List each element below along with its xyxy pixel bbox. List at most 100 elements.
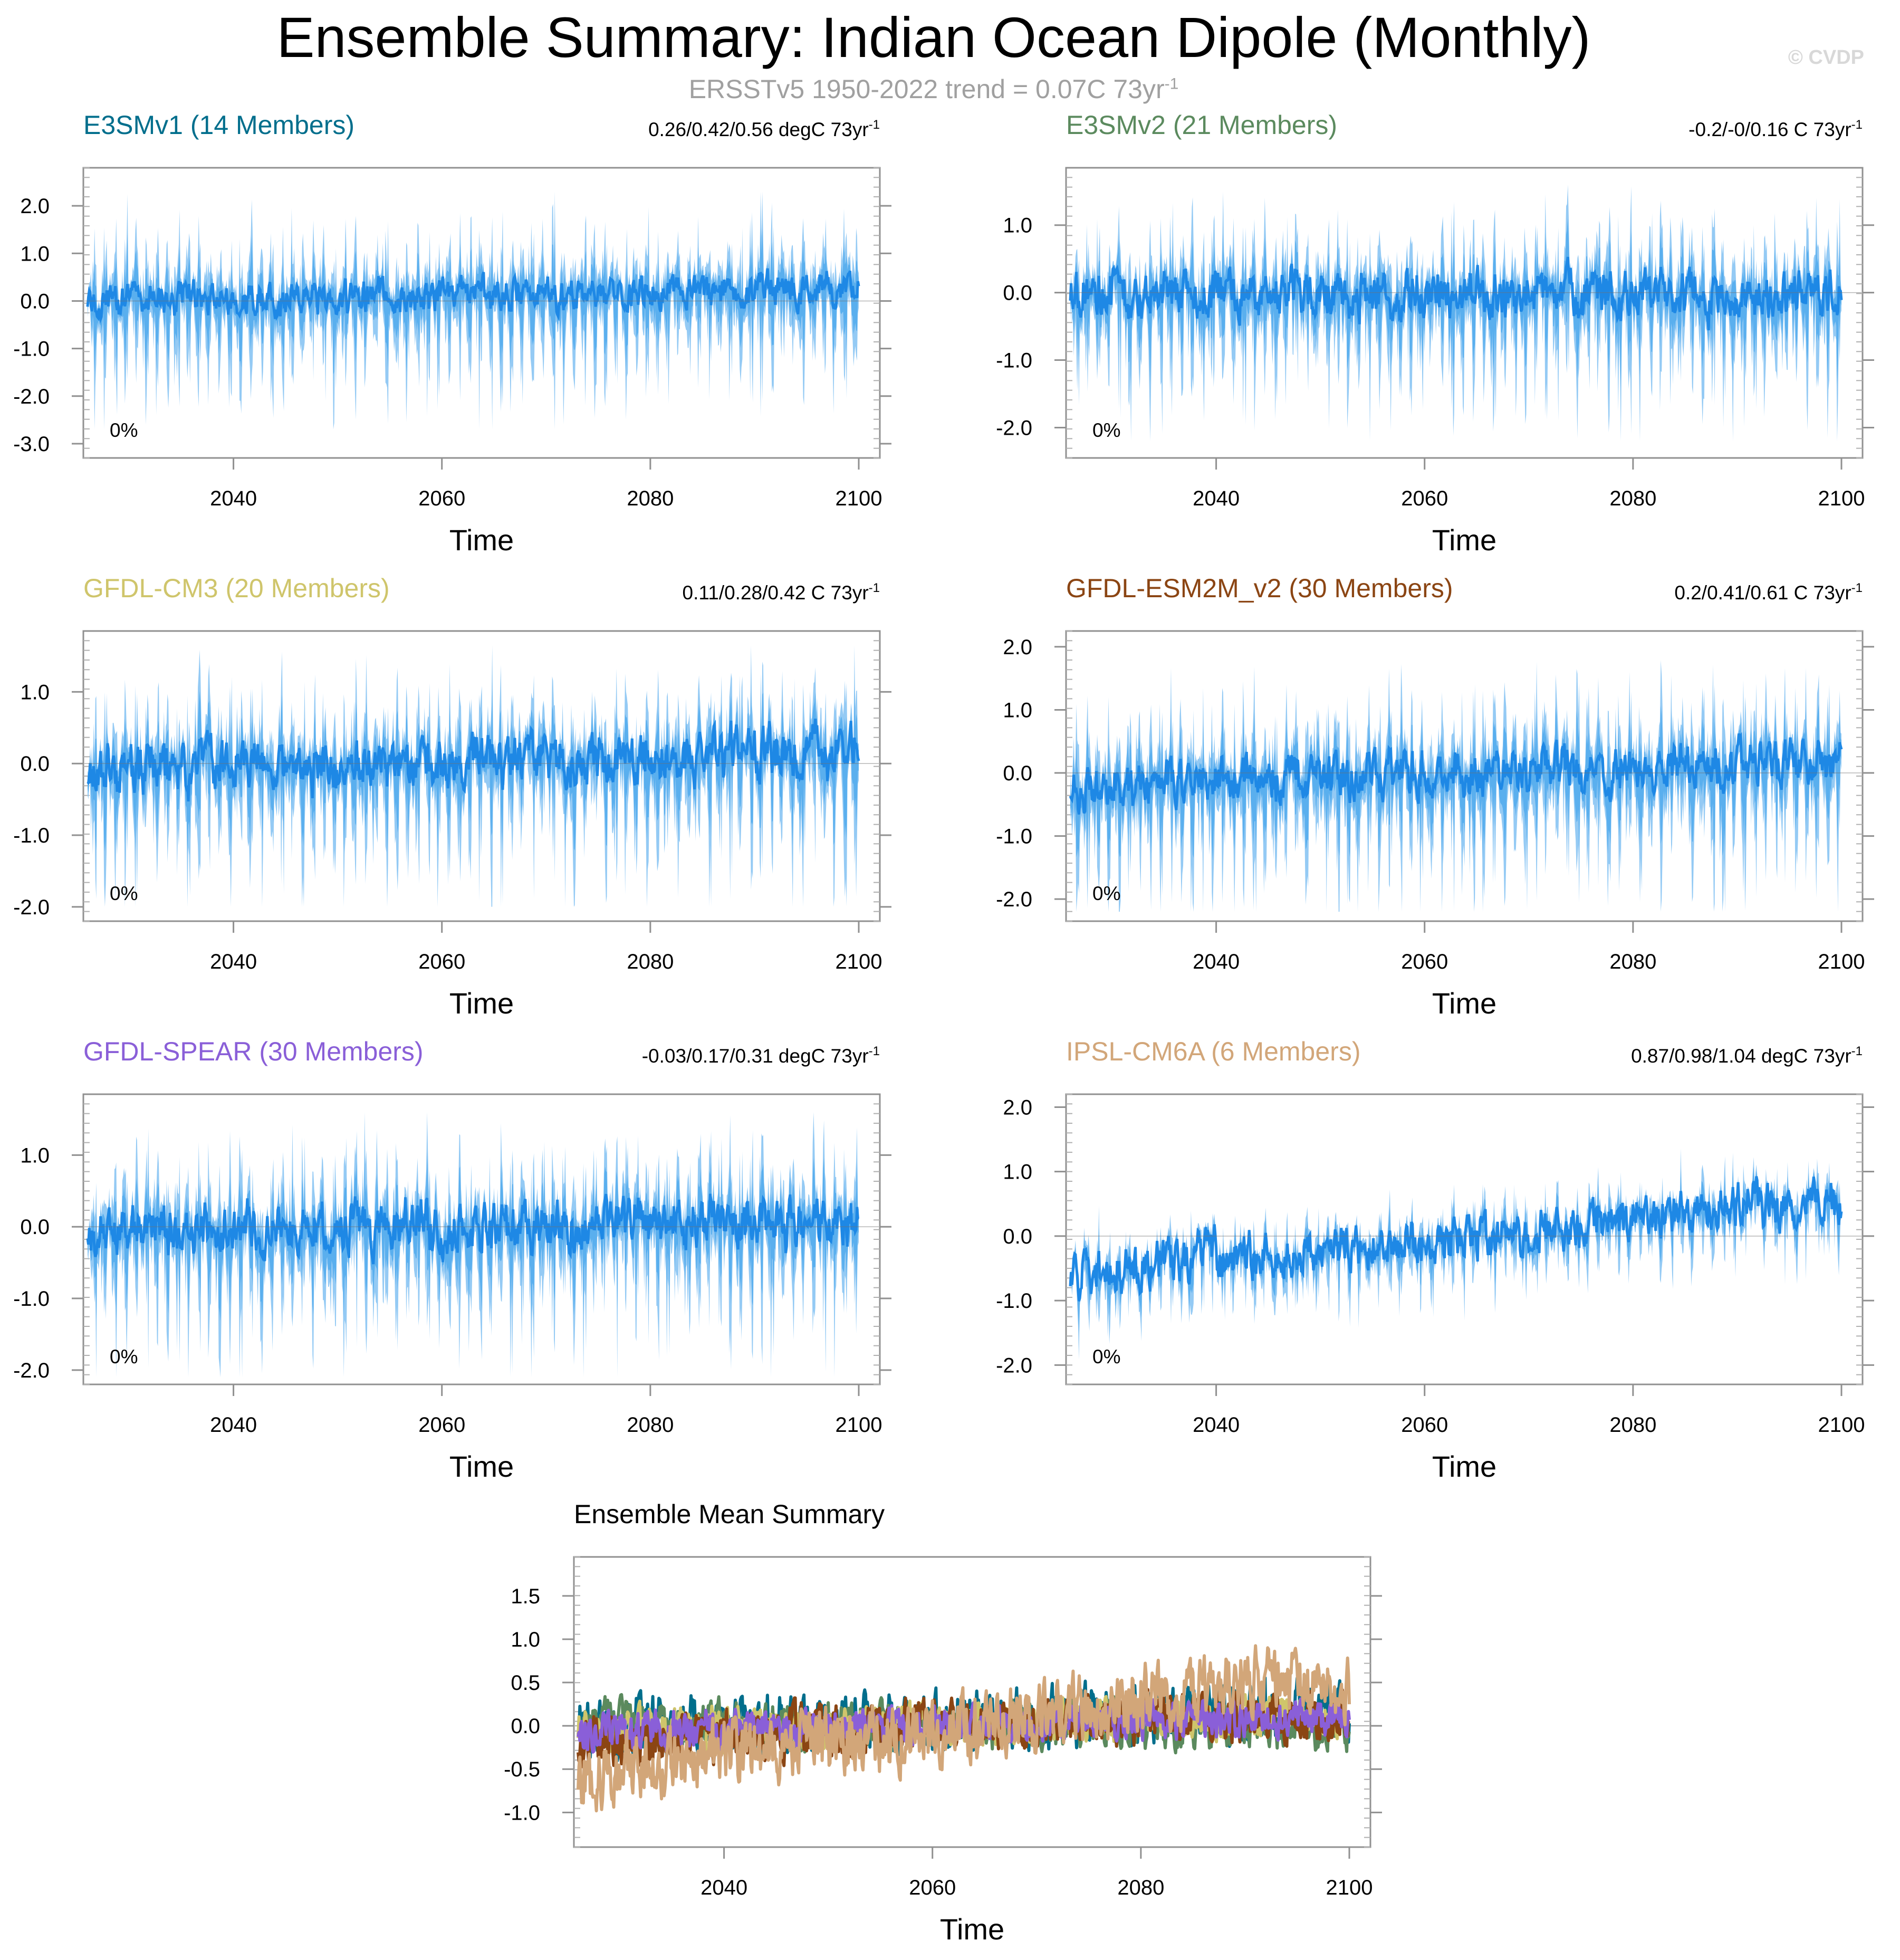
x-tick-label: 2080 — [627, 950, 674, 973]
y-tick-label: 1.0 — [1003, 214, 1032, 237]
figure-title: Ensemble Summary: Indian Ocean Dipole (M… — [276, 5, 1591, 69]
ensemble-mean-line — [86, 268, 860, 324]
ensemble-inner-band — [88, 686, 859, 854]
chart-panel-7: 1.5 1.0 0.5 0.0 -0.5 -1.0 2040 2060 2080 2100 Time… — [504, 1499, 1382, 1946]
cvdp-watermark: © CVDP — [1788, 46, 1864, 69]
y-tick-label: 0.5 — [511, 1671, 540, 1695]
trend-label-text: 0.11/0.28/0.42 C 73yr — [683, 582, 869, 604]
x-tick-label: 2060 — [418, 1413, 465, 1437]
x-tick-label: 2080 — [1609, 1413, 1656, 1437]
ensemble-mean-line — [1069, 1176, 1843, 1302]
x-axis-label: Time — [1432, 523, 1496, 557]
y-tick-label: -2.0 — [996, 888, 1032, 911]
trend-label-text: 0.26/0.42/0.56 degC 73yr — [648, 119, 869, 140]
subtitle-superscript: -1 — [1164, 75, 1179, 93]
y-tick-label: 0.0 — [1003, 1225, 1032, 1248]
x-tick-label: 2100 — [836, 487, 882, 510]
y-tick-label: 0.0 — [511, 1715, 540, 1738]
panel-title: Ensemble Mean Summary — [574, 1499, 885, 1529]
y-tick-label: 1.0 — [1003, 699, 1032, 722]
x-tick-label: 2040 — [700, 1876, 747, 1899]
figure-subtitle: ERSSTv5 1950-2022 trend = 0.07C 73yr-1 — [0, 74, 1867, 104]
x-tick-label: 2040 — [210, 950, 257, 973]
y-tick-label: -2.0 — [996, 1354, 1032, 1377]
y-tick-label: -1.0 — [996, 1289, 1032, 1313]
y-tick-label: -1.0 — [13, 824, 50, 847]
y-tick-label: 1.0 — [20, 681, 50, 704]
trend-label-sup: -1 — [869, 1044, 880, 1058]
plot-data — [84, 645, 879, 907]
panel-title: E3SMv2 (21 Members) — [1066, 110, 1337, 140]
x-axis-label: Time — [449, 987, 514, 1020]
x-tick-label: 2100 — [836, 1413, 882, 1437]
chart-panel-4: 2.0 1.0 0.0 -1.0 -2.0 2040 2060 2080 2100 Time GFD… — [996, 573, 1874, 1020]
y-tick-label: 0.0 — [1003, 762, 1032, 785]
panel-title: E3SMv1 (14 Members) — [83, 110, 354, 140]
chart-panel-5: 1.0 0.0 -1.0 -2.0 2040 2060 2080 2100 Time GFDL-S… — [13, 1037, 891, 1483]
trend-label-sup: -1 — [1851, 581, 1863, 595]
x-tick-label: 2100 — [1818, 487, 1865, 510]
y-tick-label: 0.0 — [20, 752, 50, 776]
x-tick-label: 2100 — [1818, 950, 1865, 973]
x-tick-label: 2100 — [1326, 1876, 1373, 1899]
x-tick-label: 2080 — [627, 1413, 674, 1437]
ensemble-spread-band — [1070, 185, 1841, 441]
percent-label: 0% — [110, 883, 138, 904]
y-tick-label: 0.0 — [20, 290, 50, 313]
y-tick-label: -2.0 — [13, 1359, 50, 1382]
y-tick-label: 1.5 — [511, 1585, 540, 1608]
trend-label: 0.11/0.28/0.42 C 73yr-1 — [683, 581, 880, 604]
x-tick-label: 2060 — [418, 487, 465, 510]
percent-label: 0% — [110, 1346, 138, 1368]
y-tick-label: -2.0 — [996, 416, 1032, 439]
x-tick-label: 2100 — [1818, 1413, 1865, 1437]
y-tick-label: -1.0 — [996, 825, 1032, 848]
ensemble-mean-line — [1069, 256, 1843, 331]
x-tick-label: 2080 — [1609, 487, 1656, 510]
y-tick-label: 2.0 — [1003, 636, 1032, 659]
plot-data — [84, 1112, 879, 1378]
chart-panel-2: 1.0 0.0 -1.0 -2.0 2040 2060 2080 2100 Time E3SMv2… — [996, 110, 1874, 557]
x-tick-label: 2060 — [1401, 950, 1448, 973]
x-axis-label: Time — [1432, 987, 1496, 1020]
x-tick-label: 2080 — [627, 487, 674, 510]
x-tick-label: 2080 — [1117, 1876, 1164, 1899]
y-tick-label: -0.5 — [504, 1758, 540, 1781]
x-tick-label: 2080 — [1609, 950, 1656, 973]
plot-data — [84, 192, 879, 429]
x-axis-label: Time — [1432, 1450, 1496, 1483]
trend-label-text: 0.2/0.41/0.61 C 73yr — [1674, 582, 1851, 604]
y-tick-label: 0.0 — [1003, 282, 1032, 305]
panel-title: IPSL-CM6A (6 Members) — [1066, 1037, 1360, 1066]
x-tick-label: 2060 — [1401, 487, 1448, 510]
trend-label: 0.26/0.42/0.56 degC 73yr-1 — [648, 118, 880, 140]
percent-label: 0% — [1092, 883, 1120, 904]
y-tick-label: -1.0 — [996, 349, 1032, 372]
x-axis-label: Time — [449, 523, 514, 557]
trend-label-sup: -1 — [1851, 1044, 1863, 1058]
ensemble-mean-series-6 — [577, 1644, 1351, 1813]
ensemble-mean-line — [1069, 732, 1843, 815]
subtitle-text: ERSSTv5 1950-2022 trend = 0.07C 73yr — [688, 74, 1165, 104]
trend-label-sup: -1 — [869, 581, 880, 595]
trend-label: 0.87/0.98/1.04 degC 73yr-1 — [1631, 1044, 1863, 1067]
trend-label-text: -0.03/0.17/0.31 degC 73yr — [642, 1045, 869, 1067]
y-tick-label: 2.0 — [20, 195, 50, 218]
trend-label: -0.03/0.17/0.31 degC 73yr-1 — [642, 1044, 880, 1067]
y-tick-label: 0.0 — [20, 1216, 50, 1239]
y-tick-label: -1.0 — [13, 338, 50, 361]
plot-data — [1067, 185, 1861, 441]
y-tick-label: -1.0 — [504, 1801, 540, 1824]
x-tick-label: 2040 — [210, 1413, 257, 1437]
trend-label: -0.2/-0/0.16 C 73yr-1 — [1688, 118, 1863, 140]
trend-label: 0.2/0.41/0.61 C 73yr-1 — [1674, 581, 1863, 604]
y-tick-label: -2.0 — [13, 896, 50, 919]
y-tick-label: -2.0 — [13, 385, 50, 408]
trend-label-text: -0.2/-0/0.16 C 73yr — [1688, 119, 1851, 140]
percent-label: 0% — [1092, 1346, 1120, 1368]
x-tick-label: 2040 — [210, 487, 257, 510]
y-tick-label: 1.0 — [20, 242, 50, 265]
x-tick-label: 2100 — [836, 950, 882, 973]
y-tick-label: 1.0 — [511, 1628, 540, 1651]
